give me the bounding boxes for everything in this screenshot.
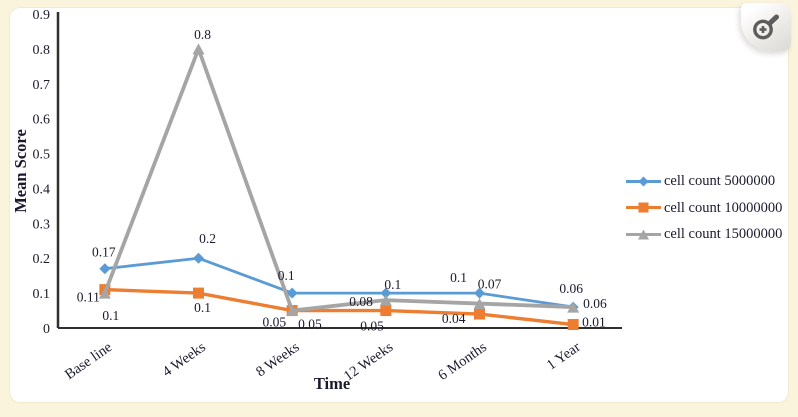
x-category-label: 6 Months (435, 339, 490, 384)
legend-label: cell count 5000000 (664, 173, 776, 189)
data-label: 0.06 (583, 296, 607, 311)
chart-legend: cell count 5000000 cell count 10000000 c… (625, 174, 782, 242)
legend-marker-square-icon (626, 202, 661, 213)
y-tick-label: 0.6 (33, 113, 51, 128)
x-category-label: 12 Weeks (341, 339, 396, 385)
y-tick-label: 0.5 (33, 148, 51, 163)
data-label: 0.2 (199, 231, 216, 246)
data-label: 0.1 (384, 277, 401, 292)
data-label: 0.05 (298, 317, 322, 332)
y-tick-label: 0 (43, 322, 50, 337)
data-label: 0.05 (360, 319, 384, 334)
x-category-label: Base line (62, 339, 115, 383)
y-tick-label: 0.2 (33, 252, 51, 267)
zoom-in-button[interactable] (741, 3, 791, 51)
x-category-label: 1 Year (544, 339, 584, 373)
series-2-marker (567, 301, 580, 313)
data-label: 0.06 (559, 281, 583, 296)
legend-marker-triangle-icon (626, 229, 661, 240)
y-tick-label: 0.7 (33, 78, 51, 93)
legend-label: cell count 15000000 (664, 226, 783, 242)
series-1-marker (567, 319, 579, 331)
y-tick-label: 0.8 (33, 43, 51, 58)
series-0-marker (286, 287, 298, 299)
y-tick-label: 0.3 (33, 217, 51, 232)
x-category-label: 4 Weeks (160, 339, 210, 380)
y-tick-label: 0.1 (33, 287, 51, 302)
series-1-marker (474, 308, 485, 320)
series-line-2 (103, 46, 574, 313)
x-category-label: 8 Weeks (253, 339, 303, 380)
data-label: 0.1 (102, 308, 119, 323)
series-0-marker (99, 263, 111, 275)
data-label: 0.11 (77, 290, 100, 305)
series-2-marker (286, 305, 299, 317)
data-label: 0.1 (278, 268, 295, 283)
data-label: 0.05 (263, 315, 287, 330)
y-axis-title: Mean Score (11, 129, 30, 213)
series-1-marker (380, 305, 392, 317)
legend-label: cell count 10000000 (664, 199, 783, 216)
data-label: 0.04 (442, 311, 466, 326)
y-tick-label: 0.4 (33, 182, 51, 197)
data-label: 0.17 (92, 245, 116, 260)
chart-card: 0 0.1 0.2 0.3 0.4 0.5 0.6 0.7 0.8 0.9 Mean Score Ti… (10, 8, 788, 402)
data-label: 0.1 (450, 270, 467, 285)
legend-item-cell-count-5000000: cell count 5000000 (625, 174, 782, 189)
data-label: 0.8 (194, 27, 211, 42)
line-chart: 0 0.1 0.2 0.3 0.4 0.5 0.6 0.7 0.8 0.9 Mean Score Ti… (11, 8, 622, 393)
data-label: 0.1 (194, 300, 211, 315)
y-tick-label: 0.9 (33, 8, 51, 23)
series-2-marker (98, 287, 111, 299)
series-2-marker (473, 298, 486, 310)
data-label: 0.08 (349, 294, 373, 309)
data-label: 0.01 (582, 315, 606, 330)
magnifier-plus-icon (753, 14, 779, 40)
data-label: 0.07 (478, 277, 502, 292)
series-2-marker (192, 43, 205, 55)
series-line-0 (104, 256, 574, 309)
series-0-marker (474, 287, 485, 299)
series-2-marker (379, 294, 392, 306)
legend-item-cell-count-15000000: cell count 15000000 (625, 227, 782, 242)
series-1-marker (193, 287, 204, 299)
legend-item-cell-count-10000000: cell count 10000000 (625, 199, 783, 216)
series-line-1 (104, 287, 574, 327)
series-0-marker (380, 287, 392, 299)
series-0-marker (193, 252, 204, 264)
legend-marker-diamond-icon (626, 176, 661, 187)
x-axis-title: Time (314, 374, 350, 393)
